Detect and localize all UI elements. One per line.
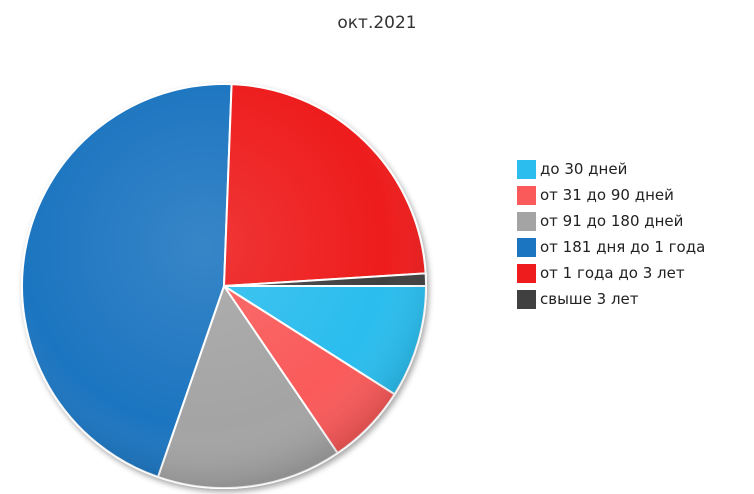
legend-item-1: до 30 дней: [517, 156, 754, 182]
legend-swatch: [517, 237, 536, 257]
legend-label: от 91 до 180 дней: [540, 212, 684, 230]
legend-item-4: от 181 дня до 1 года: [517, 234, 754, 260]
legend-item-2: от 31 до 90 дней: [517, 182, 754, 208]
legend-label: до 30 дней: [540, 160, 628, 178]
legend-swatch: [517, 263, 536, 283]
legend-label: от 31 до 90 дней: [540, 186, 674, 204]
legend-label: свыше 3 лет: [540, 290, 639, 308]
legend-swatch: [517, 211, 536, 231]
legend-label: от 181 дня до 1 года: [540, 238, 706, 256]
legend-swatch: [517, 289, 536, 309]
pie-slice-5: [223, 83, 427, 287]
legend-swatch: [517, 185, 536, 205]
legend-swatch: [517, 159, 536, 179]
legend-item-5: от 1 года до 3 лет: [517, 260, 754, 286]
pie-slices: [21, 83, 427, 489]
chart-subtitle: окт.2021: [337, 13, 417, 33]
legend: до 30 дней от 31 до 90 дней от 91 до 180 д…: [517, 156, 754, 312]
legend-item-3: от 91 до 180 дней: [517, 208, 754, 234]
legend-item-6: свыше 3 лет: [517, 286, 754, 312]
legend-label: от 1 года до 3 лет: [540, 264, 685, 282]
